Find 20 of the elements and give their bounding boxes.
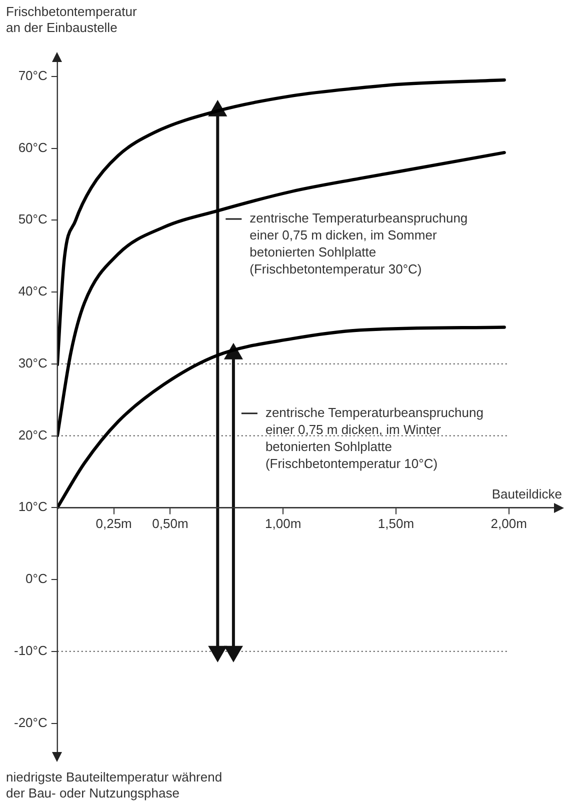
annotation: zentrische Temperaturbeanspruchung einer 0,75 m dicken, im Sommer betonierten Sohlplatte (Frischbetontemperatur 30°C) <box>250 210 468 277</box>
x-tick-label: 0,25m <box>96 516 132 532</box>
x-tick-label: 1,50m <box>378 516 414 532</box>
y-tick-label: -20°C <box>14 714 48 730</box>
x-tick-label: 2,00m <box>490 516 527 532</box>
x-tick-label: 0,50m <box>152 516 188 532</box>
y-tick-label: -10°C <box>14 642 48 658</box>
y-tick-label: 10°C <box>18 499 48 514</box>
x-axis-title: Bauteildicke <box>492 486 562 502</box>
y-tick-label: 70°C <box>18 68 48 83</box>
y-tick-label: 50°C <box>18 212 48 227</box>
y-tick-label: 40°C <box>18 284 48 299</box>
annotation: zentrische Temperaturbeanspruchung einer 0,75 m dicken, im Winter betonierten Sohlplatte (Frischbetontemperatur 10°C) <box>265 404 484 471</box>
y-axis-title: Frischbetontemperatur an der Einbaustelle <box>6 4 138 36</box>
y-tick-label: 0°C <box>26 571 48 586</box>
text: niedrigste Bauteiltemperatur während der Bau- oder Nutzungsphase <box>6 770 222 801</box>
x-tick-label: 1,00m <box>265 516 302 532</box>
y-tick-label: 60°C <box>18 140 48 155</box>
y-tick-label: 20°C <box>18 427 48 442</box>
y-tick-label: 30°C <box>18 355 48 370</box>
